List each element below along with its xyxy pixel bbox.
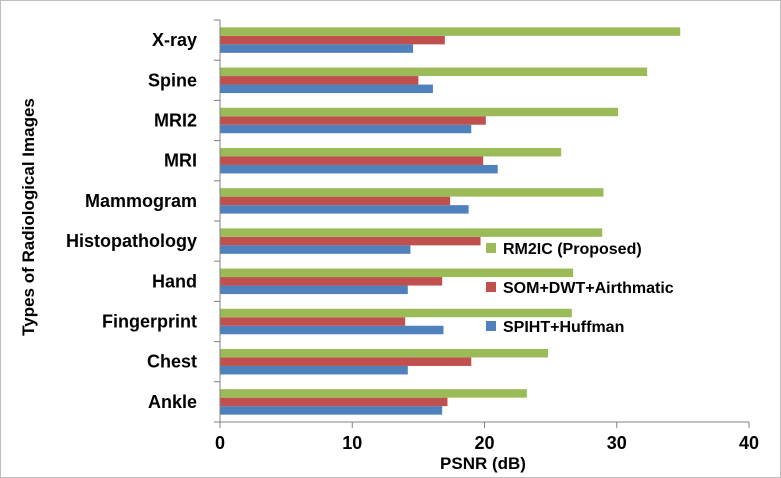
bar-spiht-huffman-histopathology: [220, 245, 411, 254]
bar-spiht-huffman-spine: [220, 84, 433, 94]
category-label: Fingerprint: [102, 312, 197, 332]
category-label: Ankle: [148, 392, 197, 412]
bar-rm2ic-proposed--chest: [220, 348, 548, 358]
x-tick-label: 20: [474, 433, 494, 453]
bar-spiht-huffman-chest: [220, 365, 408, 375]
legend-swatch: [486, 282, 496, 292]
bar-rm2ic-proposed--mri: [220, 147, 562, 157]
bar-som-dwt-airthmatic-ankle: [220, 397, 448, 407]
bar-spiht-huffman-fingerprint: [220, 325, 444, 335]
bar-spiht-huffman-hand: [220, 285, 408, 295]
bar-som-dwt-airthmatic-chest: [220, 357, 472, 366]
bar-som-dwt-airthmatic-mri: [220, 156, 484, 165]
bar-spiht-huffman-x-ray: [220, 44, 414, 53]
bar-som-dwt-airthmatic-x-ray: [220, 35, 445, 45]
bar-spiht-huffman-mri: [220, 164, 498, 174]
category-labels: Ankle Chest Fingerprint Hand Histopathology M…: [66, 30, 197, 412]
y-axis-title: Types of Radiological Images: [19, 98, 38, 336]
category-label: Mammogram: [85, 191, 197, 211]
category-label: Spine: [148, 70, 197, 90]
bar-rm2ic-proposed--mammogram: [220, 188, 604, 197]
x-tick-label: 30: [607, 433, 627, 453]
bar-spiht-huffman-mammogram: [220, 205, 469, 214]
category-label: Hand: [152, 271, 197, 291]
bar-rm2ic-proposed--hand: [220, 268, 574, 278]
bar-som-dwt-airthmatic-mammogram: [220, 196, 451, 206]
bar-rm2ic-proposed--ankle: [220, 389, 527, 398]
category-label: Chest: [147, 352, 197, 372]
category-label: X-ray: [152, 30, 197, 50]
bar-rm2ic-proposed--mri2: [220, 107, 619, 117]
bar-spiht-huffman-mri2: [220, 124, 472, 134]
bar-som-dwt-airthmatic-histopathology: [220, 236, 481, 246]
bar-som-dwt-airthmatic-hand: [220, 277, 443, 286]
bar-som-dwt-airthmatic-mri2: [220, 116, 486, 125]
legend-swatch: [486, 243, 496, 253]
legend-label: SPIHT+Huffman: [503, 319, 624, 336]
tick-labels: 0 10 20 30 40: [215, 433, 759, 453]
bar-som-dwt-airthmatic-fingerprint: [220, 317, 406, 326]
category-label: MRI: [164, 151, 197, 171]
x-tick-label: 40: [739, 433, 759, 453]
category-label: MRI2: [154, 111, 197, 131]
legend-label: SOM+DWT+Airthmatic: [503, 280, 674, 297]
bar-spiht-huffman-ankle: [220, 406, 443, 415]
bar-som-dwt-airthmatic-spine: [220, 76, 419, 85]
legend-label: RM2IC (Proposed): [503, 241, 642, 258]
x-tick-label: 10: [342, 433, 362, 453]
axes: [214, 19, 750, 428]
bar-rm2ic-proposed--fingerprint: [220, 308, 572, 318]
x-axis-title: PSNR (dB): [440, 454, 526, 473]
bar-rm2ic-proposed--histopathology: [220, 228, 603, 237]
legend: RM2IC (Proposed) SOM+DWT+Airthmatic SPIHT+…: [486, 241, 674, 336]
bar-rm2ic-proposed--spine: [220, 67, 648, 77]
x-tick-label: 0: [215, 433, 225, 453]
bar-rm2ic-proposed--x-ray: [220, 27, 681, 36]
bar-group: [220, 27, 681, 415]
legend-swatch: [486, 321, 496, 331]
category-label: Histopathology: [66, 231, 197, 251]
